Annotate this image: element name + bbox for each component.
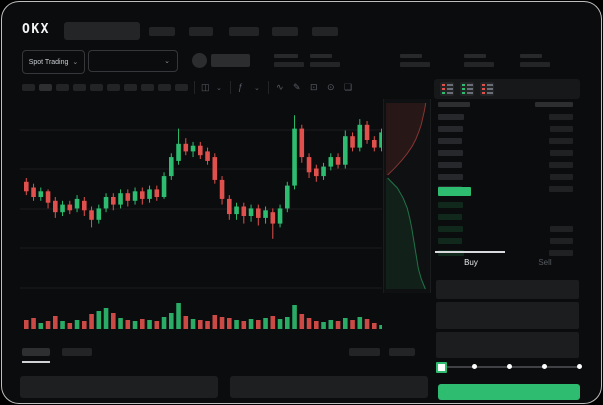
slider-stop-dot[interactable] [507,364,512,369]
orderbook-ask-row[interactable] [434,148,580,160]
depth-chart [383,99,431,293]
timeframe-button[interactable] [158,84,171,91]
timeframe-button[interactable] [141,84,154,91]
orderbook-bid-row[interactable] [434,224,580,236]
chevron-down-icon[interactable]: ⌄ [216,85,222,92]
chevron-down-icon[interactable]: ⌄ [254,85,260,92]
timeframe-button[interactable] [90,84,103,91]
okx-logo[interactable]: OKX [22,22,50,37]
orderbook-ask-row[interactable] [434,112,580,124]
amount-input[interactable] [436,302,579,329]
orderbook-ask-row[interactable] [434,124,580,136]
nav-item[interactable] [189,27,213,36]
market-type-label: Spot Trading [28,58,69,66]
orderbook-ask-row[interactable] [434,172,580,184]
orderbook-ask-row[interactable] [434,136,580,148]
pair-selector[interactable]: ⌄ [88,50,178,72]
bottom-tab-right[interactable] [389,348,415,356]
orderbook-bid-row[interactable] [434,200,580,212]
nav-item[interactable] [312,27,338,36]
orderbook-toolbar [434,79,580,99]
candlestick-chart[interactable] [20,100,384,365]
orderbook-ask-row[interactable] [434,160,580,172]
timeframe-button[interactable] [73,84,86,91]
orderbook-bid-row[interactable] [434,212,580,224]
bottom-tab-underline [22,361,50,363]
orderbook-asks-view-icon[interactable] [480,82,494,96]
search-input[interactable] [64,22,140,40]
timeframe-button[interactable] [107,84,120,91]
chevron-down-icon: ⌄ [72,58,79,66]
orderbook-combined-view-icon[interactable] [440,82,454,96]
orderbook-bid-row[interactable] [434,248,580,260]
bottom-tab[interactable] [62,348,92,356]
bottom-tab-active[interactable] [22,348,50,356]
orderbook [434,100,580,256]
buy-submit-button[interactable] [438,384,580,400]
pair-name-placeholder[interactable] [211,54,250,67]
indicators-icon[interactable]: ƒ [238,82,244,92]
orders-table-placeholder [20,376,218,398]
settings-icon[interactable]: ⊙ [327,82,335,92]
slider-stop-dot[interactable] [472,364,477,369]
orderbook-amount-header [535,102,573,107]
chevron-down-icon: ⌄ [164,57,170,65]
candle-type-icon[interactable]: ◫ [201,82,210,92]
market-type-selector[interactable]: Spot Trading ⌄ [22,50,85,74]
camera-icon[interactable]: ⊡ [310,82,318,92]
pair-coin-icon [192,53,207,68]
timeframe-button[interactable] [175,84,188,91]
draw-tools-icon[interactable]: ✎ [293,82,301,92]
nav-item[interactable] [149,27,175,36]
timeframe-button[interactable] [39,84,52,91]
tab-sell[interactable]: Sell [538,258,552,267]
slider-handle[interactable] [436,362,447,373]
nav-item[interactable] [229,27,259,36]
price-input[interactable] [436,280,579,299]
bottom-tab-right[interactable] [349,348,380,356]
timeframe-button[interactable] [124,84,137,91]
orderbook-bid-row[interactable] [434,236,580,248]
orderbook-price-header [438,102,470,107]
slider-stop-dot[interactable] [577,364,582,369]
timeframe-button[interactable] [22,84,35,91]
orders-table-placeholder [230,376,428,398]
orderbook-bids-view-icon[interactable] [460,82,474,96]
line-chart-icon[interactable]: ∿ [276,82,284,92]
active-tab-indicator [435,251,505,253]
total-input[interactable] [436,332,579,358]
tab-buy[interactable]: Buy [464,258,478,267]
nav-item[interactable] [272,27,298,36]
slider-stop-dot[interactable] [542,364,547,369]
timeframe-button[interactable] [56,84,69,91]
fullscreen-icon[interactable]: ❏ [344,82,353,92]
last-price-bar[interactable] [438,187,471,196]
